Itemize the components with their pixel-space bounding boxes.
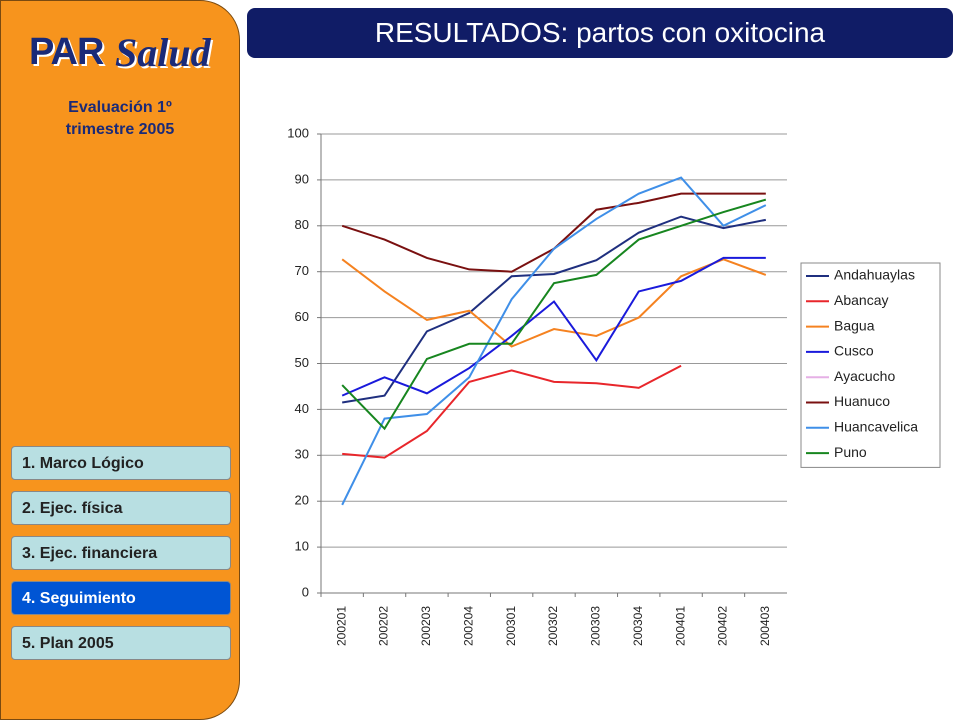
nav-button[interactable]: 4. Seguimiento <box>11 581 231 615</box>
nav-button[interactable]: 1. Marco Lógico <box>11 446 231 480</box>
y-tick-label: 10 <box>295 539 309 554</box>
nav-button[interactable]: 2. Ejec. física <box>11 491 231 525</box>
logo: PAR Salud <box>29 23 219 83</box>
y-tick-label: 60 <box>295 309 309 324</box>
legend-box <box>800 262 941 468</box>
x-tick-label: 200402 <box>716 606 730 646</box>
y-tick-label: 30 <box>295 447 309 462</box>
x-tick-label: 200303 <box>589 606 603 646</box>
legend-label: Huanuco <box>834 393 890 409</box>
legend-label: Andahuaylas <box>834 267 915 283</box>
slide-title: RESULTADOS: partos con oxitocina <box>247 8 953 58</box>
sidebar: PAR Salud Evaluación 1º trimestre 2005 1… <box>0 0 240 720</box>
y-tick-label: 50 <box>295 355 309 370</box>
evaluation-line: Evaluación 1º <box>68 99 172 116</box>
legend-label: Abancay <box>834 292 888 308</box>
legend-label: Ayacucho <box>834 368 895 384</box>
logo-par: PAR <box>29 31 104 73</box>
x-tick-label: 200201 <box>334 606 348 646</box>
evaluation-label: Evaluación 1º trimestre 2005 <box>1 97 239 141</box>
y-tick-label: 80 <box>295 217 309 232</box>
x-tick-label: 200202 <box>377 606 391 646</box>
x-tick-label: 200304 <box>631 606 645 646</box>
series-line <box>341 198 767 431</box>
series-line <box>341 176 767 506</box>
evaluation-line: trimestre 2005 <box>65 121 175 138</box>
y-tick-label: 70 <box>295 263 309 278</box>
y-tick-label: 40 <box>295 401 309 416</box>
y-tick-label: 20 <box>295 493 309 508</box>
series-line <box>341 256 766 397</box>
y-tick-label: 100 <box>287 125 309 140</box>
nav-button[interactable]: 3. Ejec. financiera <box>11 536 231 570</box>
legend-label: Bagua <box>834 317 875 333</box>
series-line <box>341 258 767 348</box>
series-line <box>342 215 767 404</box>
x-tick-label: 200203 <box>419 606 433 646</box>
x-tick-label: 200403 <box>758 606 772 646</box>
y-tick-label: 90 <box>295 171 309 186</box>
x-tick-label: 200401 <box>673 606 687 646</box>
x-tick-label: 200301 <box>504 606 518 646</box>
series-line <box>342 364 682 459</box>
y-tick-label: 0 <box>302 584 309 599</box>
nav-button[interactable]: 5. Plan 2005 <box>11 626 231 660</box>
logo-salud: Salud <box>115 30 211 75</box>
legend-label: Puno <box>834 444 867 460</box>
series-line <box>341 192 766 273</box>
legend-label: Cusco <box>834 343 874 359</box>
legend-label: Huancavelica <box>834 419 918 435</box>
x-tick-label: 200204 <box>461 606 475 646</box>
x-tick-label: 200302 <box>546 606 560 646</box>
